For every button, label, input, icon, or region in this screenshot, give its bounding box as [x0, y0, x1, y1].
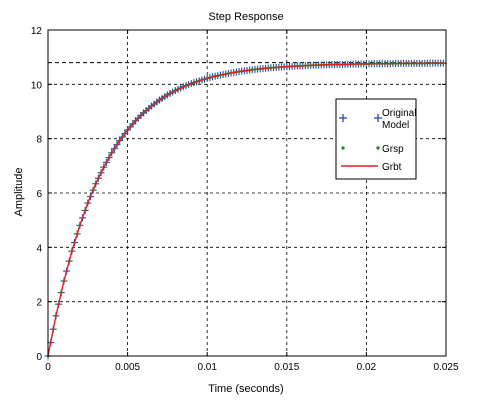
x-tick-label: 0.025	[433, 362, 458, 373]
plot-frame	[47, 29, 447, 357]
legend-entry-grsp: Grsp	[341, 144, 404, 155]
grid-lines	[48, 30, 446, 356]
x-tick-label: 0	[45, 362, 51, 373]
y-tick-label: 6	[36, 189, 42, 200]
y-tick-label: 12	[31, 26, 43, 37]
series-layer	[44, 59, 447, 360]
x-tick-label: 0.02	[357, 362, 377, 373]
y-tick-label: 10	[31, 80, 43, 91]
legend-label-grbt: Grbt	[382, 162, 402, 173]
legend-label-line: Original	[382, 108, 416, 119]
legend-entry-grbt: Grbt	[341, 162, 402, 173]
x-tick-label: 0.01	[197, 362, 217, 373]
legend-label-line: Model	[382, 120, 409, 131]
y-tick-label: 0	[36, 352, 42, 363]
axis-ticks: 0 0.005 0.01 0.015 0.02 0.025 0 2 4 6 8 10 12	[31, 26, 459, 373]
y-tick-label: 8	[36, 135, 42, 146]
chart-title: Step Response	[208, 11, 283, 23]
chart-legend: Original Model Grsp Grbt	[335, 98, 417, 180]
x-tick-label: 0.015	[274, 362, 299, 373]
y-axis-label: Amplitude	[13, 168, 25, 217]
legend-label-grsp: Grsp	[382, 144, 404, 155]
x-axis-label: Time (seconds)	[208, 383, 283, 395]
x-tick-label: 0.005	[115, 362, 140, 373]
legend-entry-original-model: Original Model	[339, 108, 416, 131]
legend-swatch-plus	[339, 114, 382, 122]
y-tick-label: 4	[36, 243, 42, 254]
y-tick-label: 2	[36, 298, 42, 309]
series-grbt-line	[47, 62, 446, 357]
legend-label-original: Original Model	[382, 108, 416, 131]
legend-swatch-dot	[341, 146, 380, 150]
